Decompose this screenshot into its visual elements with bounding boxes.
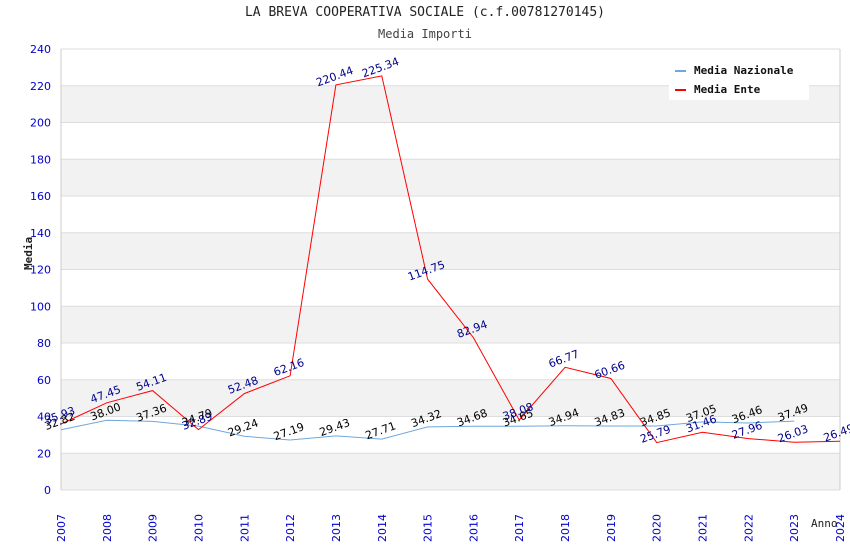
y-axis-ticks: 0 20 40 60 80 100 120 140 160 180 200 220 240	[30, 43, 51, 497]
x-axis-label: Anno	[811, 517, 838, 530]
x-tick-label: 2013	[330, 514, 343, 542]
x-tick-label: 2012	[284, 514, 297, 542]
x-tick-label: 2011	[238, 514, 251, 542]
y-tick-label: 80	[37, 337, 51, 350]
y-tick-label: 240	[30, 43, 51, 56]
grid-band	[61, 306, 840, 343]
y-axis-label: Media	[22, 236, 35, 270]
y-tick-label: 140	[30, 227, 51, 240]
x-tick-label: 2020	[651, 514, 664, 542]
y-tick-label: 180	[30, 153, 51, 166]
y-tick-label: 220	[30, 80, 51, 93]
x-tick-label: 2016	[467, 514, 480, 542]
legend-item-media-nazionale: Media Nazionale	[675, 63, 793, 79]
x-tick-label: 2021	[697, 514, 710, 542]
x-tick-label: 2007	[55, 514, 68, 542]
grid-band	[61, 379, 840, 417]
x-tick-label: 2009	[147, 514, 160, 542]
grid-band	[61, 159, 840, 196]
y-tick-label: 100	[30, 300, 51, 313]
x-tick-label: 2008	[101, 514, 114, 542]
grid-band	[61, 269, 840, 307]
y-tick-label: 200	[30, 117, 51, 130]
x-tick-label: 2018	[559, 514, 572, 542]
series-line-media-ente	[60, 75, 841, 444]
series-lines	[60, 75, 841, 444]
y-tick-label: 60	[37, 374, 51, 387]
series-line-media-nazionale	[60, 419, 795, 441]
legend-swatch-media-ente	[675, 89, 686, 91]
legend-label-media-nazionale: Media Nazionale	[694, 64, 794, 77]
grid-band	[61, 122, 840, 160]
y-tick-label: 20	[37, 447, 51, 460]
x-tick-label: 2024	[834, 514, 847, 542]
y-tick-label: 160	[30, 190, 51, 203]
grid-band	[61, 196, 840, 233]
legend-label-media-ente: Media Ente	[694, 83, 761, 96]
y-tick-label: 0	[44, 484, 51, 497]
x-axis-ticks: 2007 2008 2009 2010 2011 2012 2013 2014 2015 2016…	[55, 514, 847, 542]
x-tick-label: 2017	[513, 514, 526, 542]
chart-subtitle: Media Importi	[378, 27, 472, 41]
x-tick-label: 2014	[376, 514, 389, 542]
legend-item-media-ente: Media Ente	[675, 82, 760, 98]
grid-band	[61, 453, 840, 490]
chart-title: LA BREVA COOPERATIVA SOCIALE (c.f.007812…	[244, 5, 606, 20]
x-tick-label: 2019	[605, 514, 618, 542]
y-tick-label: 40	[37, 411, 51, 424]
x-tick-label: 2023	[788, 514, 801, 542]
grid-band	[61, 232, 840, 270]
legend: Media Nazionale Media Ente	[669, 60, 809, 100]
x-tick-label: 2010	[192, 514, 205, 542]
x-tick-label: 2015	[422, 514, 435, 542]
y-tick-label: 120	[30, 264, 51, 277]
x-tick-label: 2022	[742, 514, 755, 542]
legend-swatch-media-nazionale	[675, 70, 686, 72]
grid-band	[61, 343, 840, 380]
